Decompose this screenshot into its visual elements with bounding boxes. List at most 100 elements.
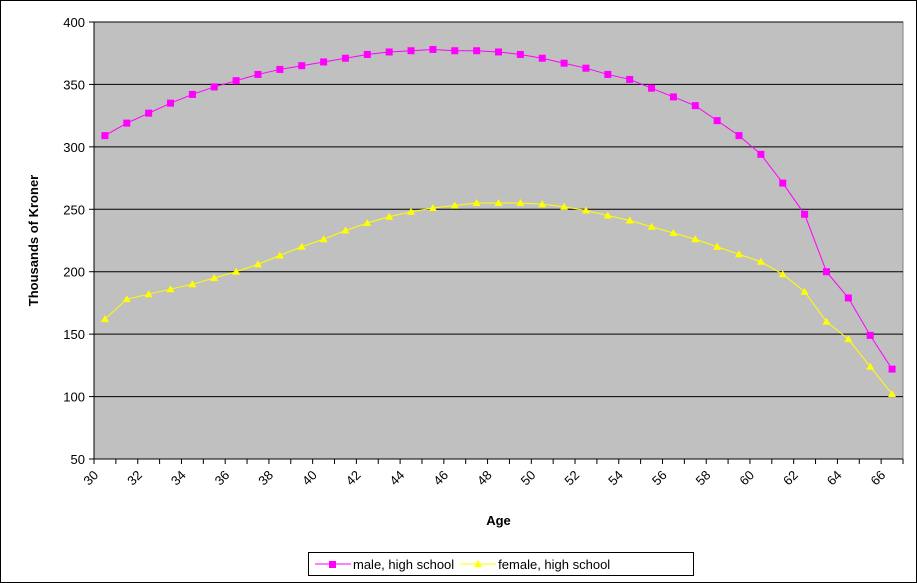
data-point-male-31 [123, 119, 131, 127]
x-tick-label-60: 60 [736, 467, 757, 488]
data-point-female-40 [319, 235, 328, 243]
y-tick-label-250: 250 [63, 202, 85, 217]
y-tick-label-50: 50 [71, 452, 85, 467]
data-point-female-60 [756, 257, 765, 265]
data-point-male-61 [779, 179, 787, 187]
data-point-male-38 [276, 65, 284, 73]
data-point-female-57 [691, 235, 700, 243]
y-tick-label-300: 300 [63, 140, 85, 155]
data-point-male-46 [451, 47, 459, 55]
data-point-male-33 [167, 99, 175, 107]
data-point-male-50 [538, 54, 546, 62]
data-point-male-37 [254, 70, 262, 78]
data-point-male-62 [801, 210, 809, 218]
data-point-female-51 [560, 202, 569, 210]
data-point-female-43 [385, 212, 394, 220]
y-tick-label-200: 200 [63, 265, 85, 280]
data-point-male-57 [691, 102, 699, 110]
data-point-female-62 [800, 287, 809, 295]
x-tick-label-58: 58 [693, 467, 714, 488]
data-point-male-39 [298, 62, 306, 70]
y-axis-ticks: 50 100 150 200 250 300 350 400 [63, 15, 94, 467]
data-point-female-53 [603, 211, 612, 219]
x-axis-ticks: 30 32 34 36 38 40 42 44 46 48 50 52 54 56 58 60 62 64 66 [80, 459, 904, 488]
data-point-female-44 [407, 207, 416, 215]
data-point-male-66 [888, 365, 896, 373]
x-tick-label-44: 44 [387, 467, 408, 488]
data-point-male-36 [232, 77, 240, 85]
data-point-male-40 [320, 58, 328, 66]
data-point-female-59 [735, 250, 744, 258]
x-axis-title: Age [486, 513, 511, 528]
data-point-male-30 [101, 132, 109, 140]
data-point-male-48 [495, 48, 502, 56]
y-tick-label-350: 350 [63, 77, 85, 92]
data-point-female-41 [341, 226, 350, 234]
x-tick-label-30: 30 [80, 467, 101, 488]
data-point-male-35 [210, 83, 218, 91]
x-tick-label-48: 48 [474, 467, 495, 488]
data-point-female-49 [516, 199, 525, 207]
data-point-female-66 [888, 390, 897, 398]
x-tick-label-36: 36 [212, 467, 233, 488]
data-point-male-65 [866, 331, 874, 339]
x-tick-label-38: 38 [255, 467, 276, 488]
x-tick-label-62: 62 [780, 467, 801, 488]
data-point-female-64 [844, 335, 853, 343]
legend-entry-male: male, high school [315, 557, 454, 572]
data-point-male-55 [648, 84, 656, 92]
data-point-female-61 [778, 270, 787, 278]
series-lines [100, 45, 897, 398]
data-point-female-56 [669, 229, 678, 237]
data-point-female-58 [713, 242, 722, 250]
x-tick-label-34: 34 [168, 467, 189, 488]
data-point-male-53 [604, 70, 612, 78]
data-point-female-48 [494, 199, 503, 207]
legend-label-male: male, high school [353, 556, 455, 572]
data-point-male-63 [822, 268, 830, 276]
data-point-female-39 [297, 242, 306, 250]
data-point-female-38 [275, 251, 284, 259]
x-tick-label-56: 56 [649, 467, 670, 488]
data-point-male-54 [626, 75, 634, 83]
data-point-female-46 [450, 201, 459, 209]
data-point-male-47 [473, 47, 481, 55]
data-point-female-47 [472, 199, 481, 207]
data-point-male-49 [516, 50, 524, 58]
legend-entry-female: female, high school [460, 557, 610, 572]
x-tick-label-64: 64 [824, 467, 845, 488]
data-point-female-42 [363, 219, 372, 227]
legend-swatch-male [315, 561, 351, 568]
data-point-female-33 [166, 285, 175, 293]
data-point-male-45 [429, 45, 437, 53]
y-tick-label-400: 400 [63, 15, 85, 30]
x-tick-label-50: 50 [518, 467, 539, 488]
x-tick-label-46: 46 [430, 467, 451, 488]
legend-label-female: female, high school [498, 556, 611, 572]
x-tick-label-32: 32 [124, 467, 145, 488]
data-point-female-37 [253, 260, 262, 268]
data-point-male-51 [560, 59, 568, 67]
data-point-male-34 [188, 90, 196, 98]
data-point-male-64 [844, 294, 852, 302]
x-tick-label-54: 54 [605, 467, 626, 488]
series-male [101, 45, 896, 373]
x-tick-label-52: 52 [561, 467, 582, 488]
data-point-female-54 [625, 216, 634, 224]
data-point-male-58 [713, 117, 721, 125]
data-point-female-35 [210, 273, 219, 281]
x-tick-label-66: 66 [868, 467, 889, 488]
x-tick-label-40: 40 [299, 467, 320, 488]
y-tick-label-100: 100 [63, 390, 85, 405]
legend-swatch-female [460, 560, 497, 567]
data-point-female-45 [428, 204, 437, 212]
data-point-male-32 [145, 109, 153, 117]
x-tick-label-42: 42 [343, 467, 364, 488]
data-point-female-36 [232, 267, 241, 275]
data-point-female-31 [122, 295, 131, 303]
data-point-female-63 [822, 317, 831, 325]
data-point-male-44 [407, 47, 415, 55]
data-point-male-56 [669, 93, 677, 101]
data-point-female-34 [188, 280, 197, 288]
